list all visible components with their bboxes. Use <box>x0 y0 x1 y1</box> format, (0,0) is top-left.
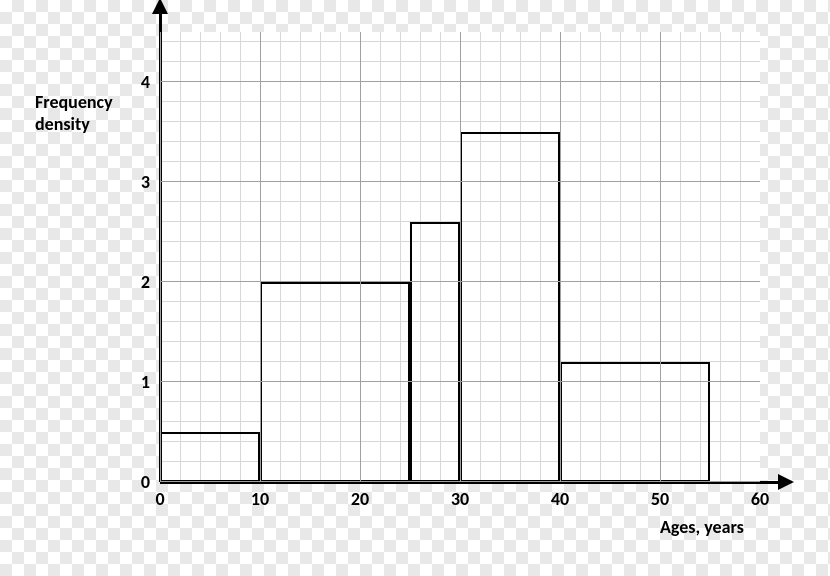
y-axis-arrow <box>152 0 168 14</box>
x-axis-line <box>160 481 782 484</box>
x-tick-label: 30 <box>451 488 469 510</box>
histogram-bar <box>160 432 260 482</box>
y-tick-label: 1 <box>141 371 150 393</box>
x-axis-label: Ages, years <box>660 516 744 538</box>
x-tick-label: 10 <box>251 488 269 510</box>
y-tick-label: 3 <box>141 171 150 193</box>
y-axis-line <box>159 10 162 482</box>
histogram-bar <box>410 222 460 482</box>
x-tick-label: 40 <box>551 488 569 510</box>
x-tick-label: 60 <box>751 488 769 510</box>
histogram-bar <box>260 282 410 482</box>
x-tick-label: 20 <box>351 488 369 510</box>
x-tick-label: 50 <box>651 488 669 510</box>
x-axis-arrow <box>778 474 794 490</box>
y-tick-label: 2 <box>141 271 150 293</box>
x-tick-label: 0 <box>155 488 164 510</box>
y-tick-label: 0 <box>141 471 150 493</box>
y-tick-label: 4 <box>141 71 150 93</box>
histogram-chart: 012340102030405060 Frequency densityAges… <box>0 0 830 576</box>
histogram-bar <box>560 362 710 482</box>
y-axis-label: Frequency density <box>35 92 113 135</box>
histogram-bar <box>460 132 560 482</box>
plot-area: 012340102030405060 <box>160 32 760 482</box>
